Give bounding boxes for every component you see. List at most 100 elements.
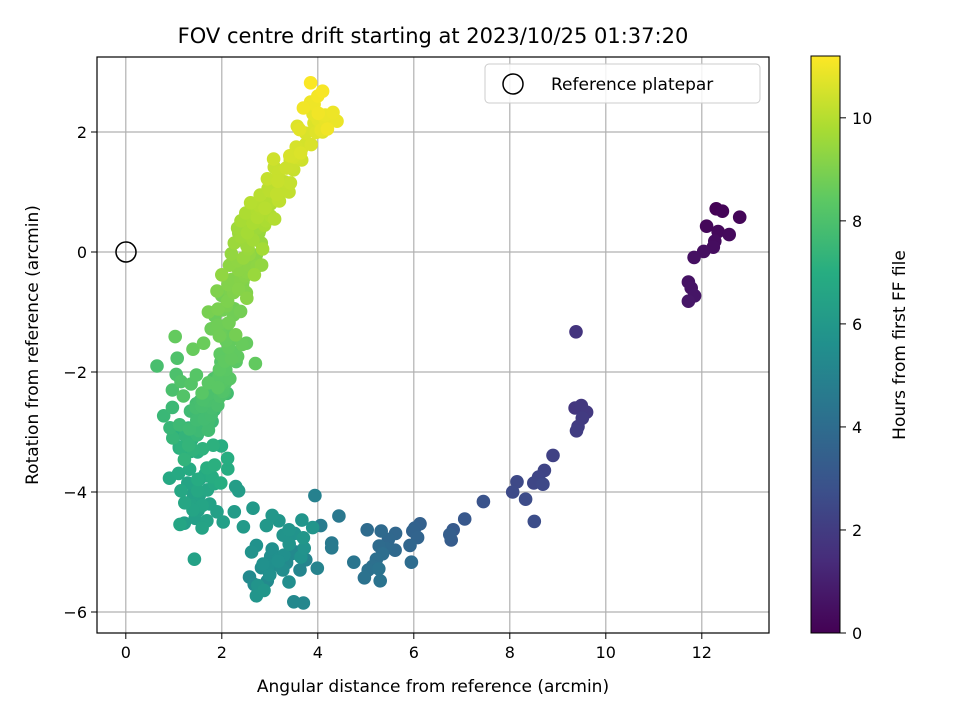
legend-box [484, 63, 761, 104]
scatter-point [311, 106, 326, 121]
scatter-point [244, 545, 259, 559]
scatter-point [403, 538, 417, 553]
scatter-point [210, 284, 224, 298]
legend-marker-icon [502, 73, 524, 95]
scatter-point [518, 492, 533, 507]
scatter-point [373, 574, 388, 588]
scatter-point [224, 247, 239, 261]
scatter-point [211, 318, 225, 333]
scatter-point [715, 204, 730, 218]
scatter-point [189, 368, 204, 382]
x-tick-label: 2 [217, 643, 227, 662]
scatter-point [295, 513, 309, 527]
scatter-point [215, 268, 229, 282]
scatter-point [283, 149, 297, 163]
scatter-point [292, 122, 307, 137]
scatter-point [231, 282, 246, 297]
plot-frame [96, 56, 770, 634]
scatter-point [235, 337, 249, 352]
scatter-point [271, 174, 285, 189]
scatter-point [246, 501, 260, 515]
scatter-point [166, 431, 180, 445]
scatter-point [173, 517, 187, 532]
scatter-point [293, 146, 308, 160]
scatter-point [207, 458, 222, 472]
scatter-point [687, 250, 701, 265]
scatter-point [536, 477, 550, 492]
legend: Reference platepar [484, 63, 761, 104]
x-tick-label: 6 [409, 643, 419, 662]
scatter-point [224, 352, 239, 366]
scatter-point [186, 342, 200, 357]
scatter-point [360, 523, 375, 537]
scatter-points [150, 76, 747, 610]
colorbar-gradient [810, 55, 841, 634]
scatter-point [260, 172, 275, 186]
scatter-point [227, 505, 242, 519]
scatter-point [722, 227, 736, 242]
colorbar-tick-label: 10 [852, 109, 872, 128]
colorbar-tick-label: 2 [852, 521, 862, 540]
scatter-point [212, 329, 227, 343]
scatter-point [168, 329, 182, 344]
colorbar-ticks: 0 2 4 6 8 10 [840, 109, 872, 643]
scatter-point [271, 554, 286, 568]
scatter-point [527, 514, 542, 529]
scatter-point [258, 201, 272, 216]
y-tick-label: 2 [77, 123, 87, 142]
scatter-point [510, 475, 524, 489]
scatter-point [214, 476, 228, 490]
y-axis: −6 −4 −2 0 2 [63, 123, 97, 622]
scatter-point [216, 515, 230, 529]
x-axis: 0 2 4 6 8 10 12 [121, 633, 712, 662]
x-tick-label: 8 [505, 643, 515, 662]
scatter-point [248, 356, 263, 371]
scatter-point [681, 294, 696, 309]
scatter-point [347, 555, 361, 569]
colorbar-label: Hours from first FF file [890, 250, 910, 440]
scatter-point [296, 531, 311, 545]
scatter-point [222, 316, 236, 330]
scatter-point [283, 176, 298, 190]
scatter-point [443, 527, 457, 542]
scatter-point [176, 389, 191, 403]
colorbar-tick-label: 4 [852, 418, 862, 437]
colorbar-tick-label: 0 [852, 624, 862, 643]
x-tick-label: 12 [692, 643, 712, 662]
scatter-point [195, 521, 209, 535]
y-tick-label: −2 [63, 363, 87, 382]
x-tick-label: 0 [121, 643, 131, 662]
scatter-point [266, 152, 281, 166]
scatter-point [265, 508, 280, 523]
scatter-point [190, 483, 205, 498]
scatter-point [150, 359, 164, 373]
y-tick-label: −4 [63, 483, 87, 502]
x-axis-title: Angular distance from reference (arcmin) [257, 677, 609, 697]
y-axis-title: Rotation from reference (arcmin) [23, 205, 43, 485]
scatter-point [326, 105, 340, 120]
scatter-point [296, 101, 311, 115]
chart-title: FOV centre drift starting at 2023/10/25 … [178, 24, 689, 48]
scatter-point [546, 448, 560, 463]
scatter-point [165, 383, 180, 397]
scatter-point [254, 258, 269, 272]
scatter-point [732, 210, 747, 224]
scatter-point [259, 518, 274, 533]
scatter-point [240, 291, 254, 306]
scatter-point [165, 400, 180, 415]
scatter-point [269, 187, 284, 202]
scatter-point [357, 571, 372, 585]
scatter-point [304, 137, 319, 152]
scatter-point [265, 542, 280, 556]
scatter-point [206, 438, 220, 453]
scatter-point [263, 568, 277, 582]
scatter-point [374, 524, 389, 538]
scatter-point [236, 520, 251, 534]
scatter-point [256, 557, 270, 571]
scatter-point [257, 583, 271, 598]
scatter-point [332, 509, 346, 523]
scatter-point [404, 555, 419, 569]
scatter-point [310, 561, 325, 575]
scatter-point [305, 520, 320, 535]
scatter-point [267, 212, 282, 226]
